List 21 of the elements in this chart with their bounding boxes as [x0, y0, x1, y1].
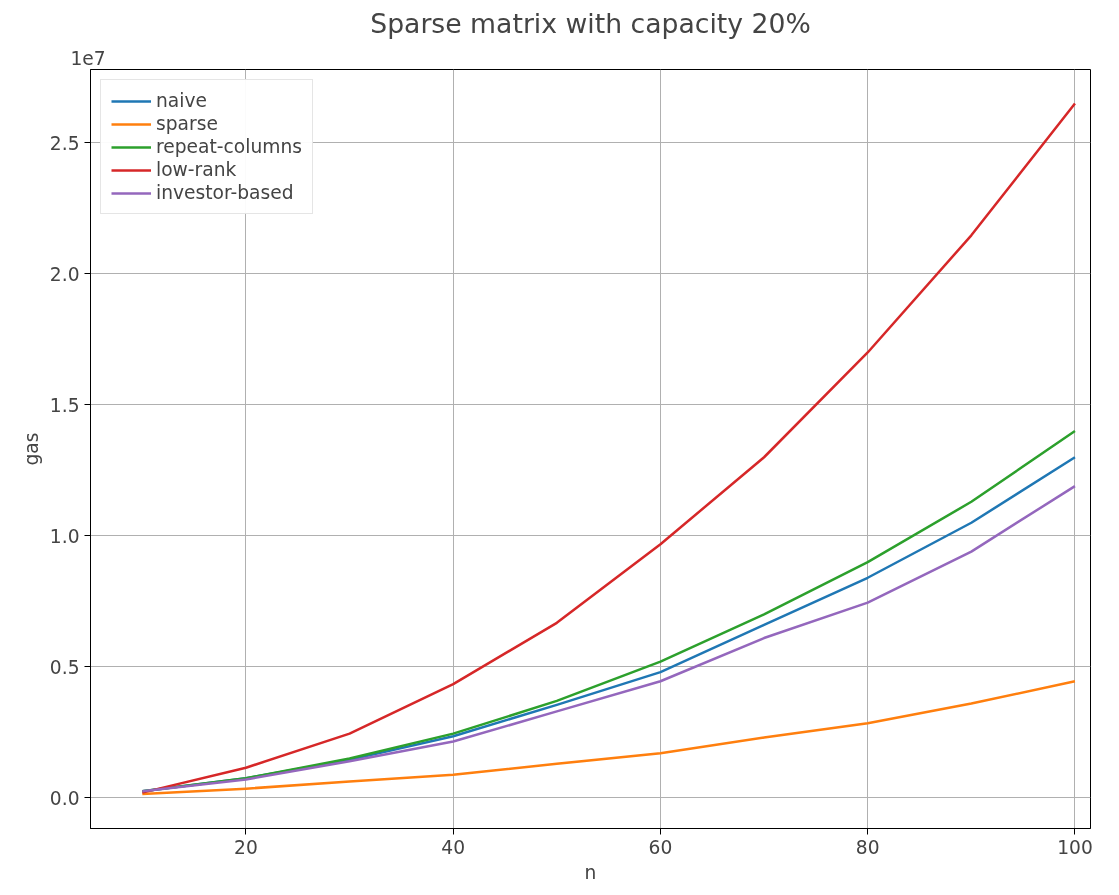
chart-title: Sparse matrix with capacity 20% — [370, 7, 811, 39]
x-tick-label: 20 — [234, 836, 258, 858]
legend-label: sparse — [156, 113, 218, 134]
y-tick-label: 1.5 — [49, 394, 80, 416]
y-tick-label: 0.5 — [49, 656, 80, 678]
legend-label: naive — [156, 90, 207, 111]
legend-label: low-rank — [156, 159, 237, 180]
x-tick-label: 80 — [855, 836, 880, 858]
x-tick-label: 40 — [441, 836, 466, 858]
x-tick-label: 100 — [1057, 836, 1093, 858]
text: 1e7 — [70, 47, 106, 69]
legend-label: investor-based — [156, 182, 294, 203]
line-series — [141, 680, 1077, 796]
x-axis-title: n — [584, 861, 597, 883]
x-tick-label: 60 — [648, 836, 673, 858]
y-tick-label: 2.0 — [49, 263, 80, 285]
y-tick-label: 0.0 — [49, 787, 80, 809]
y-tick-label: 1.0 — [49, 525, 80, 547]
y-tick-label: 2.5 — [49, 132, 80, 154]
y-axis-title: gas — [20, 432, 42, 466]
legend-label: repeat-columns — [156, 136, 302, 157]
